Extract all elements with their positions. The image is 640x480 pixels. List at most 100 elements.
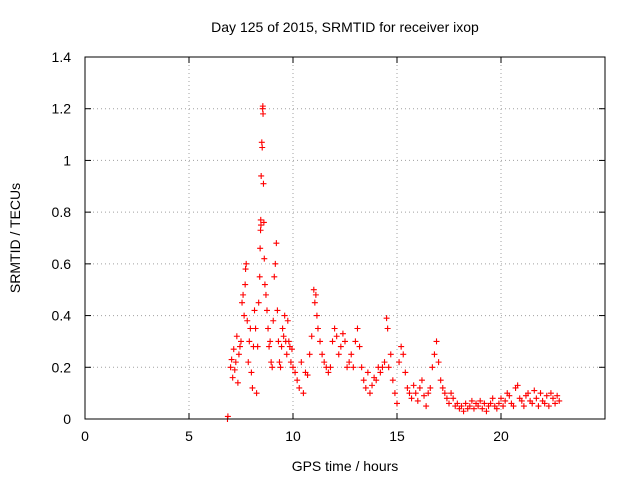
data-point [462, 400, 469, 407]
data-point [311, 299, 318, 306]
grid-lines [85, 57, 605, 419]
data-point [244, 317, 251, 324]
data-point [238, 338, 244, 345]
data-point [535, 403, 542, 410]
data-point [240, 291, 247, 298]
data-point [404, 384, 411, 391]
data-point [337, 343, 344, 350]
data-point [489, 395, 496, 402]
data-point [531, 387, 538, 394]
data-point [285, 338, 292, 345]
data-point [525, 390, 532, 397]
plot-frame [84, 56, 606, 420]
data-point [235, 351, 242, 358]
data-point [312, 291, 319, 298]
data-point [529, 400, 536, 407]
y-tick-label: 1.4 [52, 49, 72, 65]
data-point [477, 397, 484, 404]
data-point [227, 364, 234, 371]
data-point [468, 397, 475, 404]
data-point [258, 139, 265, 146]
data-point [346, 359, 353, 366]
data-point [317, 338, 324, 345]
data-point [369, 382, 376, 389]
data-point [313, 312, 320, 319]
data-point [327, 364, 334, 371]
data-point [292, 369, 299, 376]
data-point [260, 180, 267, 187]
data-point [364, 369, 371, 376]
data-point [288, 346, 295, 353]
data-point [502, 397, 509, 404]
data-point [394, 400, 400, 407]
y-tick-label: 0 [63, 411, 71, 427]
data-point [271, 273, 278, 280]
y-tick-label: 0.4 [52, 308, 72, 324]
data-point [510, 403, 517, 410]
data-point [229, 374, 236, 381]
data-point [262, 291, 269, 298]
data-point [431, 351, 438, 358]
data-point [231, 366, 238, 373]
data-point [230, 346, 237, 353]
data-point [344, 364, 351, 371]
data-point [398, 343, 405, 350]
data-point [251, 307, 258, 314]
data-point [545, 403, 552, 410]
data-point [304, 372, 311, 379]
data-point [362, 384, 369, 391]
data-point [389, 377, 396, 384]
axis-ticks [84, 56, 605, 420]
data-point [356, 343, 363, 350]
data-point [278, 343, 285, 350]
data-point [281, 312, 288, 319]
data-point [325, 369, 332, 376]
data-point [339, 330, 346, 337]
data-point [287, 359, 294, 366]
data-point [268, 359, 275, 366]
data-point [257, 222, 264, 229]
data-point [421, 392, 428, 399]
data-point [261, 255, 268, 262]
data-point [335, 351, 342, 358]
data-point [265, 325, 272, 332]
data-point [258, 172, 265, 179]
data-point [408, 395, 415, 402]
data-point [448, 390, 455, 397]
data-point [249, 384, 256, 391]
y-tick-label: 1 [63, 152, 71, 168]
data-point [495, 400, 502, 407]
data-point [541, 400, 548, 407]
data-point [533, 395, 540, 402]
data-point [257, 216, 264, 223]
data-point [443, 395, 450, 402]
data-point [247, 325, 254, 332]
data-point [439, 384, 446, 391]
data-point [500, 403, 507, 410]
data-point [254, 343, 261, 350]
data-point [435, 359, 442, 366]
data-point [234, 379, 241, 386]
data-point [259, 144, 266, 151]
data-point [402, 369, 409, 376]
x-tick-label: 0 [81, 428, 89, 444]
data-point [446, 400, 452, 407]
data-point [261, 281, 268, 288]
data-point [537, 390, 544, 397]
data-point [396, 359, 403, 366]
data-point [269, 364, 276, 371]
data-point [224, 413, 231, 420]
x-axis-title: GPS time / hours [292, 458, 399, 474]
data-point [412, 390, 419, 397]
data-point [277, 364, 284, 371]
data-point [266, 343, 273, 350]
data-point [550, 395, 556, 402]
data-point [358, 364, 365, 371]
data-point [260, 110, 267, 117]
data-point [228, 356, 235, 363]
data-point [466, 403, 473, 410]
x-tick-label: 15 [389, 428, 405, 444]
data-point [458, 403, 465, 410]
data-point [280, 333, 287, 340]
